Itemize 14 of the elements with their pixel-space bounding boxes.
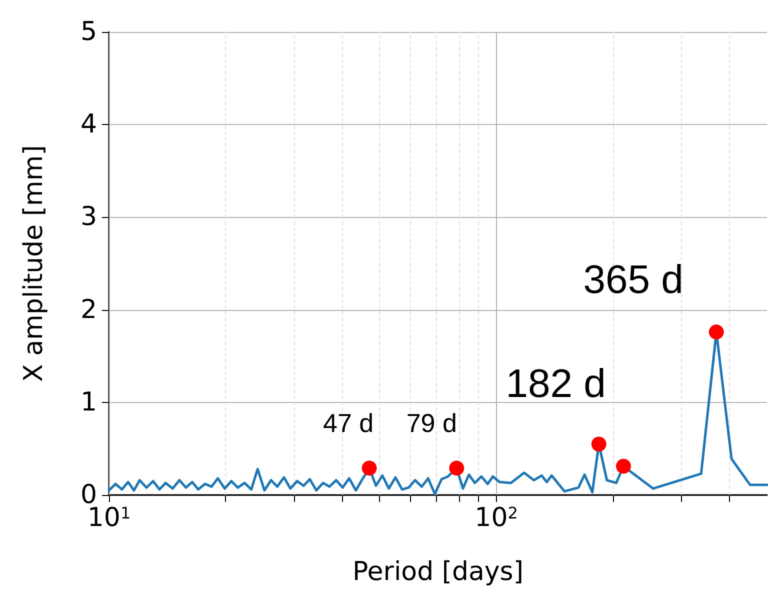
y-tick-label: 2: [80, 294, 97, 325]
point: [362, 460, 377, 476]
y-axis-title: X amplitude [mm]: [19, 145, 49, 382]
y-tick-label: 4: [80, 110, 97, 140]
annotation: 47 d: [322, 408, 374, 438]
annotation: 365 d: [583, 258, 684, 302]
y-tick-label: 1: [80, 387, 97, 418]
annotation: 182 d: [506, 362, 606, 406]
point: [449, 460, 464, 476]
y-tick-label: 3: [80, 202, 97, 232]
point: [708, 324, 724, 340]
x-axis-title: Period [days]: [352, 557, 524, 587]
y-tick-label: 5: [80, 17, 97, 47]
annotation: 79 d: [406, 408, 457, 438]
